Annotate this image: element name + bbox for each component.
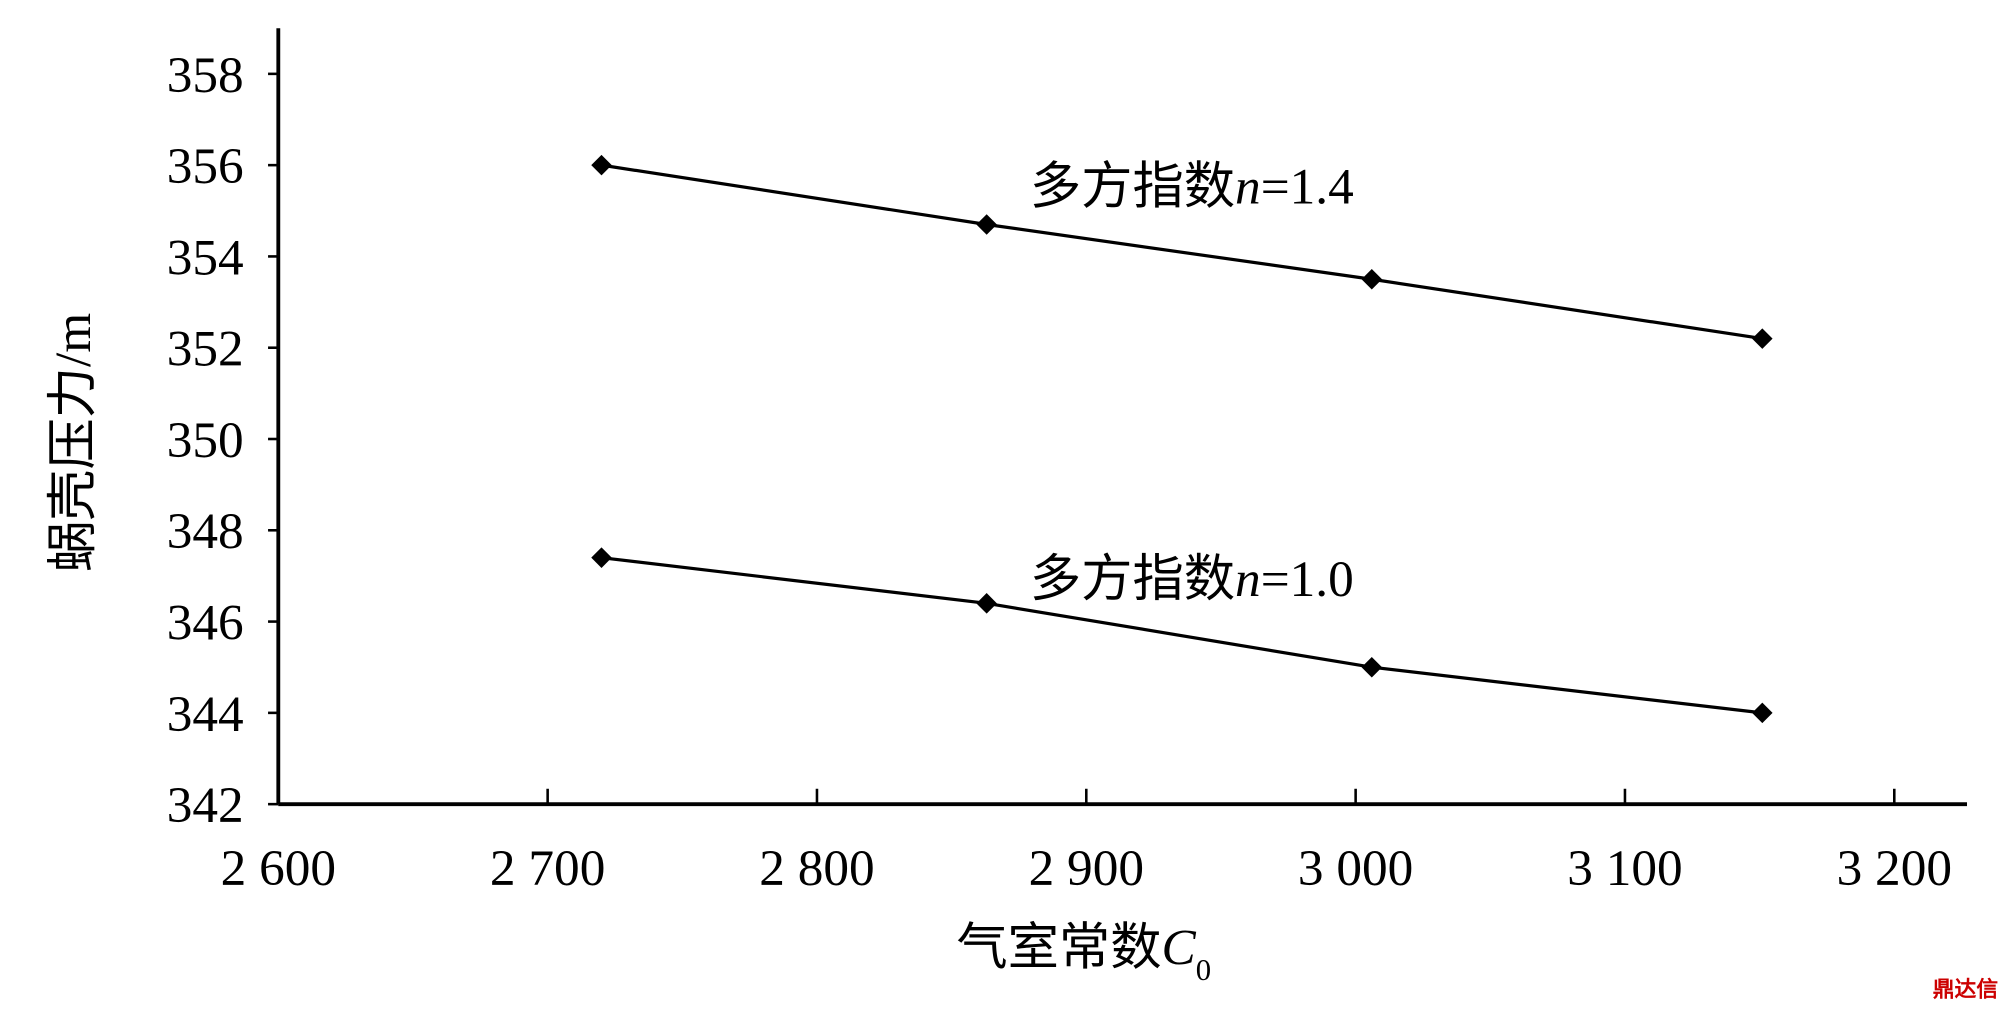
y-tick-label: 352 bbox=[167, 321, 244, 378]
series-label-symbol: n bbox=[1235, 159, 1261, 216]
y-axis-label: 蜗壳压力/m bbox=[45, 313, 102, 572]
series-label: 多方指数n=1.0 bbox=[1030, 551, 1354, 608]
x-axis-label-subscript: 0 bbox=[1196, 953, 1211, 987]
data-point bbox=[976, 593, 997, 614]
data-point bbox=[1361, 268, 1383, 290]
x-axis-label: 气室常数C0 bbox=[956, 919, 1211, 986]
series-label-suffix: =1.4 bbox=[1261, 159, 1354, 216]
y-tick-label: 344 bbox=[167, 686, 244, 743]
x-axis-label-text: 气室常数 bbox=[956, 919, 1161, 976]
x-tick-label: 2 800 bbox=[759, 840, 874, 897]
data-point bbox=[1752, 702, 1773, 724]
x-tick-label: 3 000 bbox=[1298, 840, 1413, 897]
watermark: 鼎达信 bbox=[1933, 977, 1999, 1002]
x-tick-label: 2 900 bbox=[1029, 840, 1144, 897]
x-tick-label: 2 700 bbox=[490, 840, 605, 897]
series-label: 多方指数n=1.4 bbox=[1030, 159, 1354, 216]
series-line bbox=[601, 556, 1763, 715]
y-tick-label: 354 bbox=[167, 229, 244, 286]
series-label-suffix: =1.0 bbox=[1261, 551, 1354, 608]
series-line bbox=[601, 163, 1763, 341]
data-point bbox=[976, 214, 997, 235]
x-tick-label: 3 100 bbox=[1567, 840, 1682, 897]
series-label-text: 多方指数 bbox=[1030, 551, 1235, 608]
y-tick-label: 346 bbox=[167, 595, 244, 652]
series-label-text: 多方指数 bbox=[1030, 159, 1235, 216]
x-tick-label: 3 200 bbox=[1837, 840, 1952, 897]
data-point bbox=[1752, 328, 1773, 349]
y-tick-label: 358 bbox=[167, 47, 244, 104]
y-tick-label: 348 bbox=[167, 503, 244, 560]
x-axis-label-symbol: C bbox=[1162, 919, 1197, 976]
y-tick-label: 350 bbox=[167, 412, 244, 469]
y-tick-label: 342 bbox=[167, 777, 244, 834]
x-tick-label: 2 600 bbox=[221, 840, 336, 897]
series-label-symbol: n bbox=[1235, 551, 1261, 608]
data-point bbox=[1361, 656, 1383, 678]
y-tick-label: 356 bbox=[167, 138, 244, 195]
data-point bbox=[591, 547, 612, 568]
data-point bbox=[591, 154, 612, 176]
